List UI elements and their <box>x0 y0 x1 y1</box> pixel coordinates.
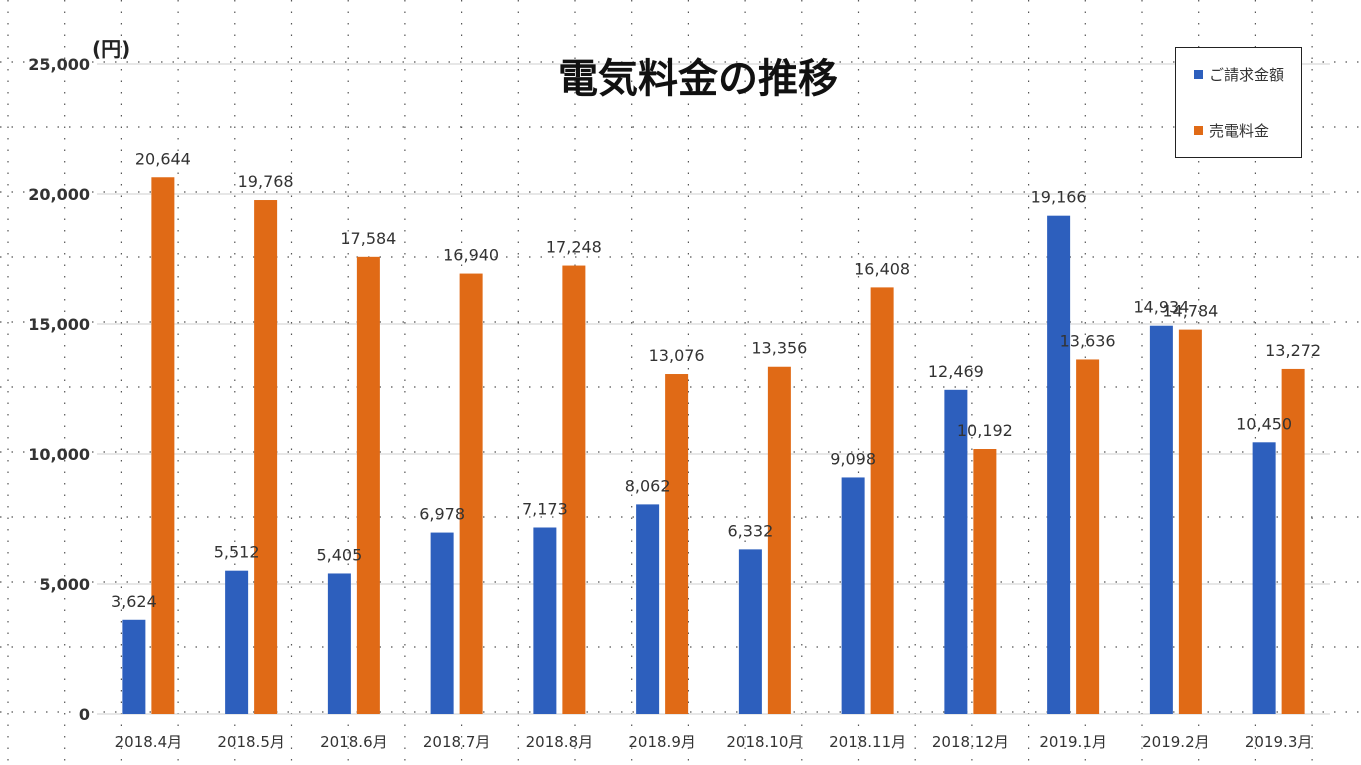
x-tick-label: 2018.12月 <box>932 733 1009 751</box>
bar-sales <box>254 200 278 715</box>
data-label: 3,624 <box>111 592 157 611</box>
data-label: 13,636 <box>1060 331 1116 350</box>
bar-billing <box>1252 442 1276 714</box>
data-label: 13,356 <box>751 339 807 358</box>
bar-sales <box>870 287 894 714</box>
bar-sales <box>562 265 586 714</box>
x-tick-label: 2018.9月 <box>628 733 696 751</box>
y-tick-label: 5,000 <box>39 575 90 594</box>
data-label: 13,076 <box>649 346 705 365</box>
data-label: 5,405 <box>316 545 362 564</box>
bar-billing <box>738 549 762 714</box>
x-tick-label: 2019.3月 <box>1245 733 1313 751</box>
data-label: 17,584 <box>340 229 396 248</box>
data-label: 12,469 <box>928 362 984 381</box>
bar-billing <box>944 389 968 714</box>
legend-label-billing: ご請求金額 <box>1209 66 1285 84</box>
bar-sales <box>973 449 997 714</box>
bar-sales <box>459 273 483 714</box>
data-label: 20,644 <box>135 149 191 168</box>
data-label: 6,978 <box>419 505 465 524</box>
y-tick-label: 25,000 <box>28 55 90 74</box>
bar-billing <box>1149 325 1173 714</box>
data-label: 17,248 <box>546 238 602 257</box>
data-label: 13,272 <box>1265 341 1321 360</box>
x-tick-label: 2018.8月 <box>526 733 594 751</box>
x-tick-label: 2019.1月 <box>1039 733 1107 751</box>
data-label: 10,450 <box>1236 414 1292 433</box>
bar-sales <box>1281 368 1305 714</box>
bar-sales <box>151 177 175 715</box>
data-label: 16,940 <box>443 246 499 265</box>
x-tick-label: 2018.11月 <box>829 733 906 751</box>
legend-item-billing: ご請求金額 <box>1194 64 1284 85</box>
data-label: 14,784 <box>1162 302 1218 321</box>
data-label: 10,192 <box>957 421 1013 440</box>
bar-billing <box>636 504 660 714</box>
bar-sales <box>1178 329 1202 714</box>
bar-billing <box>225 570 249 714</box>
y-tick-label: 0 <box>79 705 90 724</box>
y-tick-label: 20,000 <box>28 185 90 204</box>
x-tick-label: 2018.4月 <box>115 733 183 751</box>
bar-billing <box>1047 215 1071 714</box>
bar-billing <box>533 527 557 714</box>
bar-sales <box>665 374 689 714</box>
y-axis-unit-label: (円) <box>92 37 130 61</box>
x-tick-label: 2018.5月 <box>217 733 285 751</box>
data-label: 16,408 <box>854 259 910 278</box>
legend-item-sales: 売電料金 <box>1194 120 1269 141</box>
x-tick-label: 2018.7月 <box>423 733 491 751</box>
data-label: 9,098 <box>830 449 876 468</box>
legend-label-sales: 売電料金 <box>1209 122 1270 140</box>
data-label: 8,062 <box>625 476 671 495</box>
legend-swatch-billing <box>1194 70 1203 79</box>
chart-title: 電気料金の推移 <box>558 56 838 102</box>
bar-billing <box>327 573 351 714</box>
bar-billing <box>122 619 146 714</box>
bar-sales <box>767 366 791 714</box>
y-tick-label: 15,000 <box>28 315 90 334</box>
data-label: 14,934 <box>1133 298 1189 317</box>
legend-swatch-sales <box>1194 126 1203 135</box>
x-tick-label: 2018.10月 <box>726 733 803 751</box>
bar-billing <box>841 477 865 714</box>
bar-billing <box>430 532 454 714</box>
data-label: 19,768 <box>238 172 294 191</box>
x-tick-label: 2018.6月 <box>320 733 388 751</box>
legend: ご請求金額 売電料金 <box>1175 47 1302 158</box>
data-label: 5,512 <box>214 543 260 562</box>
bar-sales <box>1076 359 1100 714</box>
bar-sales <box>356 256 380 714</box>
data-label: 19,166 <box>1031 188 1087 207</box>
x-tick-label: 2019.2月 <box>1142 733 1210 751</box>
data-label: 7,173 <box>522 500 568 519</box>
data-label: 6,332 <box>727 521 773 540</box>
y-tick-label: 10,000 <box>28 445 90 464</box>
